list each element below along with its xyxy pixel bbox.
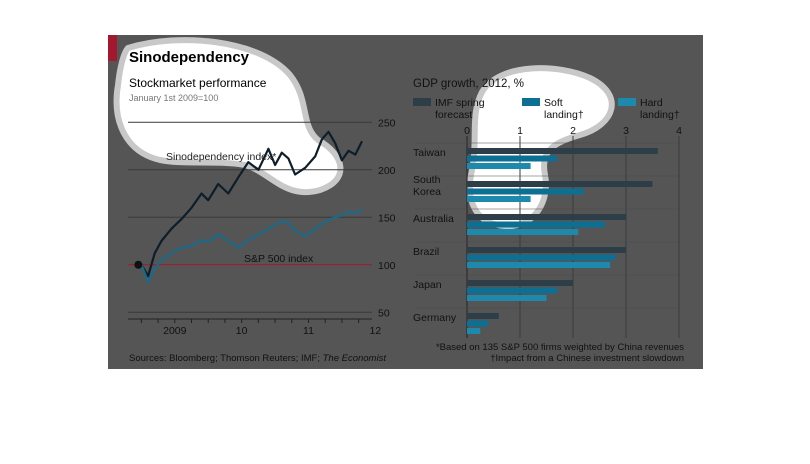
category-label: Brazil xyxy=(413,246,439,258)
bar-australia-2 xyxy=(467,229,579,235)
right-x-tick-label: 4 xyxy=(676,125,682,137)
category-label: Taiwan xyxy=(413,147,446,159)
bar-brazil-2 xyxy=(467,262,611,268)
legend-label: landing† xyxy=(544,109,584,121)
bar-japan-0 xyxy=(467,280,573,286)
sinodependency-line xyxy=(140,130,363,278)
legend-label: landing† xyxy=(640,109,680,121)
sources-note: Sources: Bloomberg; Thomson Reuters; IMF… xyxy=(129,353,386,364)
legend-label: Hard xyxy=(640,97,663,109)
left-x-tick-label: 11 xyxy=(303,325,314,337)
sources-publication: The Economist xyxy=(323,353,387,364)
footnote-2: †Impact from a Chinese investment slowdo… xyxy=(490,353,684,364)
bar-australia-1 xyxy=(467,221,605,228)
series-start-marker xyxy=(134,260,143,269)
right-x-tick-label: 0 xyxy=(464,125,470,137)
left-y-tick-label: 150 xyxy=(378,212,396,224)
footnote-1: *Based on 135 S&P 500 firms weighted by … xyxy=(436,342,684,353)
bar-australia-0 xyxy=(467,214,626,220)
left-chart-subtitle: January 1st 2009=100 xyxy=(129,93,218,103)
right-x-tick-label: 2 xyxy=(570,125,576,137)
sinodependency-series-label: Sinodependency index* xyxy=(166,151,276,163)
legend-swatch xyxy=(618,98,636,106)
sp500-series-label: S&P 500 index xyxy=(244,253,314,265)
legend-label: Soft xyxy=(544,97,563,109)
bar-south-korea-0 xyxy=(467,181,653,187)
legend-swatch xyxy=(522,98,540,106)
bar-germany-1 xyxy=(467,320,489,327)
category-label: Japan xyxy=(413,279,442,291)
bar-brazil-0 xyxy=(467,247,626,253)
bar-taiwan-0 xyxy=(467,148,658,154)
legend-swatch xyxy=(413,98,431,106)
right-x-tick-label: 3 xyxy=(623,125,629,137)
left-y-tick-label: 200 xyxy=(378,165,396,177)
bar-germany-0 xyxy=(467,313,499,319)
figure-title: Sinodependency xyxy=(129,49,250,66)
bar-south-korea-2 xyxy=(467,196,531,202)
bar-germany-2 xyxy=(467,328,481,334)
stockmarket-chart: Stockmarket performance January 1st 2009… xyxy=(128,76,396,337)
left-x-tick-label: 10 xyxy=(236,325,248,337)
category-label: Korea xyxy=(413,186,441,198)
category-label: Australia xyxy=(413,213,454,225)
legend-label: IMF spring xyxy=(435,97,485,109)
right-chart-title: GDP growth, 2012, % xyxy=(413,78,524,90)
bar-south-korea-1 xyxy=(467,188,584,195)
category-label: Germany xyxy=(413,312,457,324)
accent-bar xyxy=(108,35,117,61)
category-label: South xyxy=(413,174,441,186)
left-y-tick-label: 250 xyxy=(378,117,396,129)
bar-taiwan-1 xyxy=(467,155,558,162)
bar-taiwan-2 xyxy=(467,163,531,169)
bar-brazil-1 xyxy=(467,254,616,261)
left-x-tick-label: 2009 xyxy=(163,325,187,337)
left-y-tick-label: 100 xyxy=(378,260,396,272)
right-x-tick-label: 1 xyxy=(517,125,523,137)
sources-prefix: Sources: Bloomberg; Thomson Reuters; IMF… xyxy=(129,353,323,364)
left-y-tick-label: 50 xyxy=(378,307,390,319)
legend-label: forecast xyxy=(435,109,472,121)
sp500-line xyxy=(140,208,363,283)
bar-japan-1 xyxy=(467,287,558,294)
left-chart-title: Stockmarket performance xyxy=(129,76,267,90)
bar-japan-2 xyxy=(467,295,547,301)
left-x-tick-label: 12 xyxy=(369,325,381,337)
